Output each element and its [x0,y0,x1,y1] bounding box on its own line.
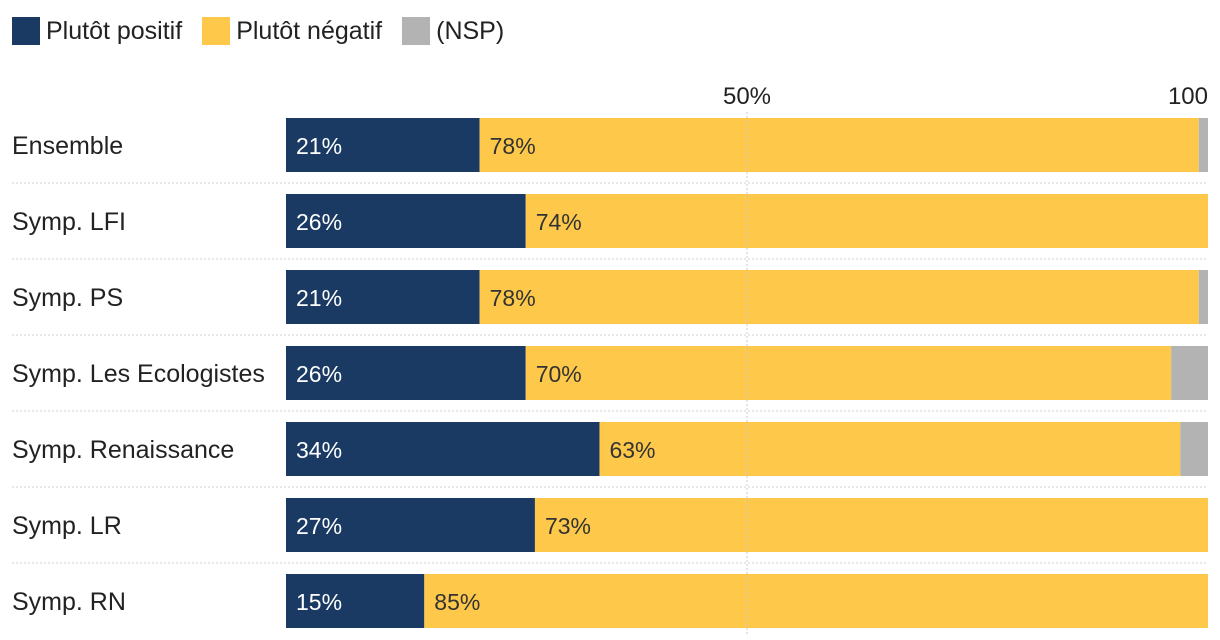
data-label: 26% [296,361,342,387]
legend-swatch-negatif [202,17,231,45]
data-label: 78% [490,285,536,311]
legend-label-negatif: Plutôt négatif [236,16,383,45]
bar-segment-positif [286,118,480,172]
bar-segment-positif [286,270,480,324]
data-label: 78% [490,133,536,159]
data-label: 21% [296,133,342,159]
x-tick-label: 100 [1168,83,1208,110]
bar-segment-negatif [424,574,1208,628]
bar-segment-positif [286,422,600,476]
data-label: 74% [536,209,582,235]
data-label: 63% [609,437,655,463]
legend-item-nsp: (NSP) [402,17,504,46]
bar-segment-nsp [1198,270,1208,324]
legend-item-positif: Plutôt positif [12,17,182,46]
bar-segment-positif [286,498,535,552]
legend-label-positif: Plutôt positif [46,16,183,45]
data-label: 27% [296,513,342,539]
category-label: Ensemble [12,132,123,160]
bar-segment-negatif [599,422,1181,476]
category-label: Symp. LFI [12,208,126,236]
legend-label-nsp: (NSP) [436,16,505,45]
bar-segment-negatif [525,346,1172,400]
data-label: 15% [296,589,342,615]
bar-segment-negatif [525,194,1208,248]
category-label: Symp. LR [12,512,122,540]
bar-segment-negatif [479,270,1199,324]
bar-segment-positif [286,574,425,628]
data-label: 26% [296,209,342,235]
bar-segment-nsp [1180,422,1208,476]
bar-segment-negatif [534,498,1208,552]
bar-segment-nsp [1198,118,1208,172]
data-label: 73% [545,513,591,539]
x-tick-label: 50% [723,83,771,110]
bar-segment-positif [286,194,526,248]
category-label: Symp. PS [12,284,123,312]
bar-segment-nsp [1171,346,1208,400]
legend-item-negatif: Plutôt négatif [202,17,382,46]
bar-segment-negatif [479,118,1199,172]
category-label: Symp. Renaissance [12,436,234,464]
data-label: 34% [296,437,342,463]
legend-swatch-positif [12,17,40,45]
legend-swatch-nsp [402,17,431,45]
data-label: 85% [434,589,480,615]
legend: Plutôt positif Plutôt négatif (NSP) [12,14,524,48]
data-label: 70% [536,361,582,387]
category-label: Symp. Les Ecologistes [12,360,265,388]
bar-segment-positif [286,346,526,400]
data-label: 21% [296,285,342,311]
category-label: Symp. RN [12,588,126,616]
